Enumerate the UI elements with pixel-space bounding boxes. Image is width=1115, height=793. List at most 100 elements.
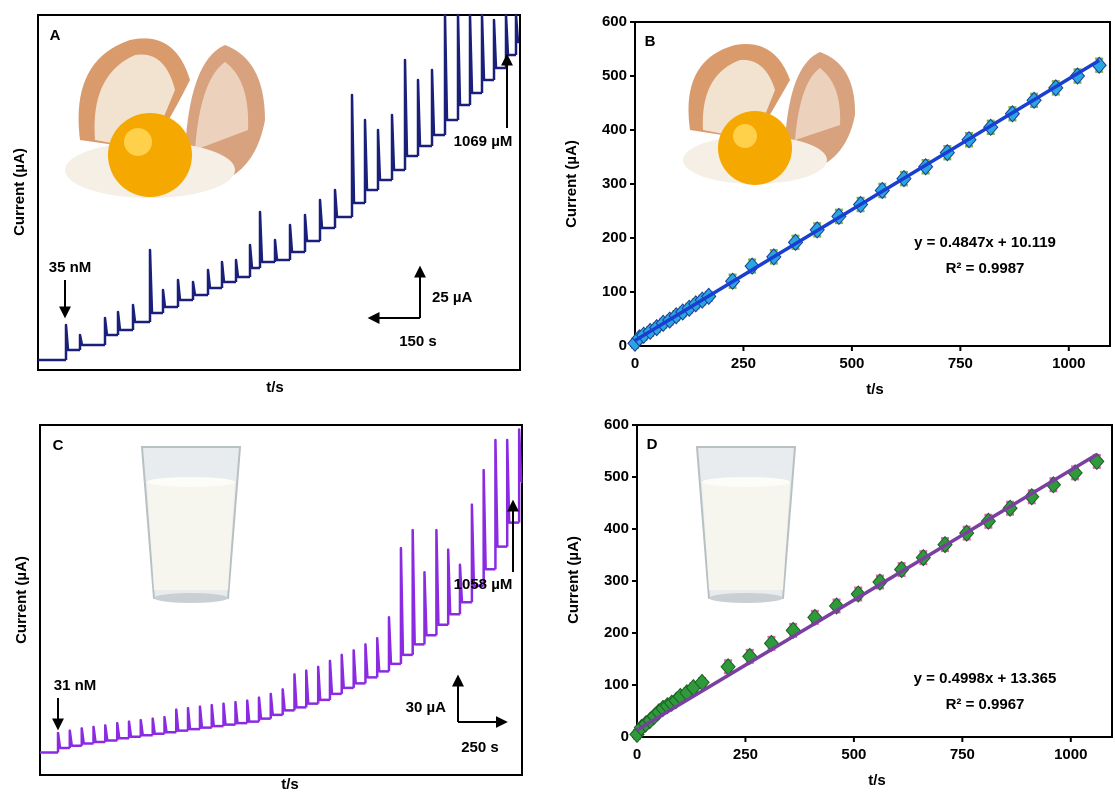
glass-illustration: [697, 447, 795, 603]
egg-illustration: [683, 44, 855, 185]
current-step: [432, 70, 445, 146]
egg-illustration: [65, 38, 265, 198]
fit-equation: y = 0.4847x + 10.119: [914, 234, 1056, 251]
y-tick-label: 400: [604, 520, 629, 537]
current-step: [330, 661, 342, 700]
annotation: 35 nM: [49, 259, 92, 276]
y-tick-label: 100: [602, 283, 627, 300]
current-step: [484, 470, 496, 586]
panel-label: B: [645, 33, 656, 50]
y-tick-label: 200: [602, 229, 627, 246]
current-step: [290, 225, 305, 260]
x-axis-label: t/s: [281, 776, 299, 793]
y-tick-label: 0: [619, 337, 627, 354]
panel-label: A: [50, 27, 61, 44]
y-tick-label: 600: [604, 416, 629, 433]
current-step: [178, 280, 193, 307]
y-tick-label: 0: [621, 728, 629, 745]
current-step: [495, 440, 507, 569]
current-step: [335, 190, 352, 228]
current-step: [133, 305, 150, 330]
current-step: [418, 80, 432, 156]
current-step: [354, 650, 366, 688]
current-step: [153, 719, 165, 736]
x-tick-label: 500: [841, 746, 866, 763]
x-tick-label: 0: [631, 355, 639, 372]
current-step: [283, 689, 295, 715]
current-step: [208, 270, 222, 295]
current-step: [141, 720, 153, 737]
figure: 25 µA 150 s 35 nM 1069 µM A Current (µA) t/s 0 1…: [0, 0, 1115, 793]
current-step: [445, 15, 458, 135]
x-tick-label: 750: [950, 746, 975, 763]
current-step: [236, 260, 250, 282]
current-step: [494, 20, 506, 80]
current-step: [117, 723, 129, 740]
fit-r2: R² = 0.9967: [946, 696, 1025, 713]
x-tick-label: 0: [633, 746, 641, 763]
current-step: [365, 644, 377, 683]
panel-label: D: [647, 436, 658, 453]
panel-label: C: [53, 437, 64, 454]
current-step: [259, 698, 271, 722]
y-tick-label: 300: [604, 572, 629, 589]
current-step: [516, 15, 519, 55]
scale-bar-label: 250 s: [461, 739, 499, 756]
current-step: [436, 530, 448, 635]
x-tick-label: 1000: [1052, 355, 1085, 372]
current-step: [58, 733, 70, 753]
current-step: [294, 674, 306, 710]
current-step: [342, 655, 354, 694]
current-step: [80, 335, 105, 350]
y-tick-label: 300: [602, 175, 627, 192]
current-step: [318, 667, 330, 704]
current-step: [118, 312, 133, 335]
scale-bar-label: 25 µA: [432, 289, 472, 306]
current-step: [66, 325, 80, 360]
y-tick-label: 100: [604, 676, 629, 693]
scale-bar-label: 150 s: [399, 333, 437, 350]
current-step: [150, 250, 163, 322]
current-step: [250, 245, 260, 277]
x-axis-label: t/s: [868, 772, 886, 789]
fit-equation: y = 0.4998x + 13.365: [914, 670, 1057, 687]
current-step: [519, 430, 521, 523]
page: 25 µA 150 s 35 nM 1069 µM A Current (µA) t/s 0 1…: [0, 0, 1115, 793]
current-step: [188, 708, 200, 731]
current-step: [401, 548, 413, 664]
glass-illustration: [142, 447, 240, 603]
y-axis-label: Current (µA): [11, 148, 28, 236]
current-step: [424, 572, 436, 644]
current-step: [413, 530, 425, 655]
current-step: [105, 725, 117, 742]
current-step: [164, 717, 176, 734]
current-step: [129, 722, 141, 739]
current-step: [389, 617, 401, 671]
annotation: 31 nM: [54, 677, 97, 694]
current-step: [247, 701, 259, 724]
y-axis-label: Current (µA): [13, 556, 30, 644]
x-tick-label: 1000: [1054, 746, 1087, 763]
current-step: [176, 710, 188, 733]
current-step: [222, 262, 236, 288]
x-tick-label: 750: [948, 355, 973, 372]
current-step: [82, 728, 94, 745]
fit-r2: R² = 0.9987: [946, 260, 1025, 277]
x-axis-label: t/s: [266, 379, 284, 396]
current-step: [306, 671, 318, 708]
current-step: [94, 727, 106, 744]
y-axis-label: Current (µA): [565, 536, 582, 624]
current-step: [200, 707, 212, 730]
current-step: [163, 290, 178, 313]
y-tick-label: 600: [602, 13, 627, 30]
current-step: [275, 240, 290, 262]
scale-bar-label: 30 µA: [406, 699, 446, 716]
current-step: [212, 705, 224, 728]
annotation: 1069 µM: [454, 133, 513, 150]
current-step: [458, 15, 470, 120]
current-step: [260, 212, 275, 268]
current-step: [405, 60, 418, 170]
current-step: [482, 15, 494, 93]
current-step: [193, 282, 208, 300]
y-tick-label: 400: [602, 121, 627, 138]
